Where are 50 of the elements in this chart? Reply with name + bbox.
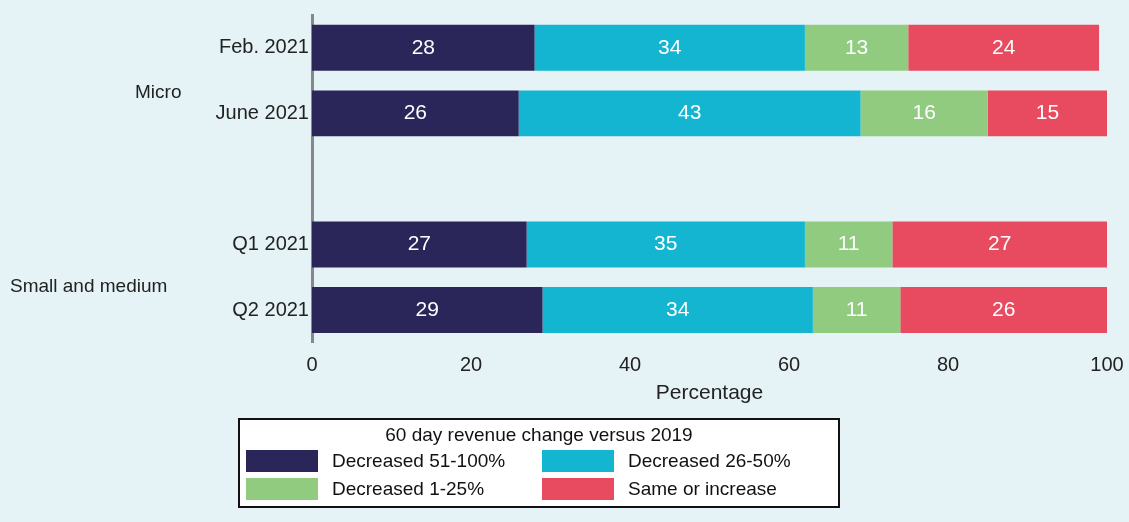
- bar: [526, 221, 805, 268]
- bar: [804, 24, 909, 71]
- bar: [312, 221, 527, 268]
- bar: [518, 90, 861, 137]
- bar: [908, 24, 1100, 71]
- x-axis-title: Percentage: [655, 380, 764, 404]
- legend-title: 60 day revenue change versus 2019: [384, 424, 694, 446]
- data-label: 24: [991, 34, 1016, 58]
- data-label: 26: [991, 296, 1016, 320]
- data-label: 16: [912, 100, 936, 124]
- data-label: 43: [677, 100, 702, 124]
- data-label: 27: [988, 231, 1012, 255]
- y-tick-label: June 2021: [215, 100, 309, 123]
- y-tick-label: Q2 2021: [232, 297, 309, 320]
- data-label: 11: [837, 231, 860, 255]
- data-label: 11: [845, 296, 868, 320]
- data-label: 34: [666, 296, 690, 320]
- x-tick-label: 80: [936, 353, 960, 376]
- data-label: 27: [407, 231, 431, 255]
- data-label: 34: [658, 34, 682, 58]
- legend-label: Decreased 51-100%: [332, 450, 506, 472]
- data-label: 26: [403, 100, 428, 124]
- bar: [534, 24, 805, 71]
- bar: [312, 90, 519, 137]
- text: Micro: [135, 80, 182, 102]
- data-label: 35: [654, 231, 678, 255]
- text: Small and medium: [10, 275, 168, 297]
- x-tick-label: 60: [777, 353, 801, 376]
- legend-label: Same or increase: [628, 478, 777, 500]
- y-tick-label: Feb. 2021: [218, 35, 309, 58]
- bar: [900, 287, 1107, 333]
- data-label: 28: [411, 34, 435, 58]
- data-label: 29: [415, 296, 439, 320]
- bar: [542, 287, 813, 333]
- data-label: 15: [1035, 100, 1060, 124]
- x-tick-label: 0: [306, 353, 318, 376]
- bar: [312, 24, 535, 71]
- bar: [987, 90, 1107, 137]
- bar: [312, 287, 543, 333]
- bar: [804, 221, 893, 268]
- y-tick-label: Q1 2021: [232, 231, 309, 254]
- x-tick-label: 40: [618, 353, 642, 376]
- bar: [812, 287, 901, 333]
- x-tick-label: 20: [459, 353, 483, 376]
- data-label: 13: [844, 34, 869, 58]
- legend-label: Decreased 1-25%: [332, 478, 485, 500]
- x-tick-label: 100: [1090, 353, 1124, 376]
- legend-label: Decreased 26-50%: [628, 450, 791, 472]
- bar: [860, 90, 988, 137]
- bar: [892, 221, 1107, 268]
